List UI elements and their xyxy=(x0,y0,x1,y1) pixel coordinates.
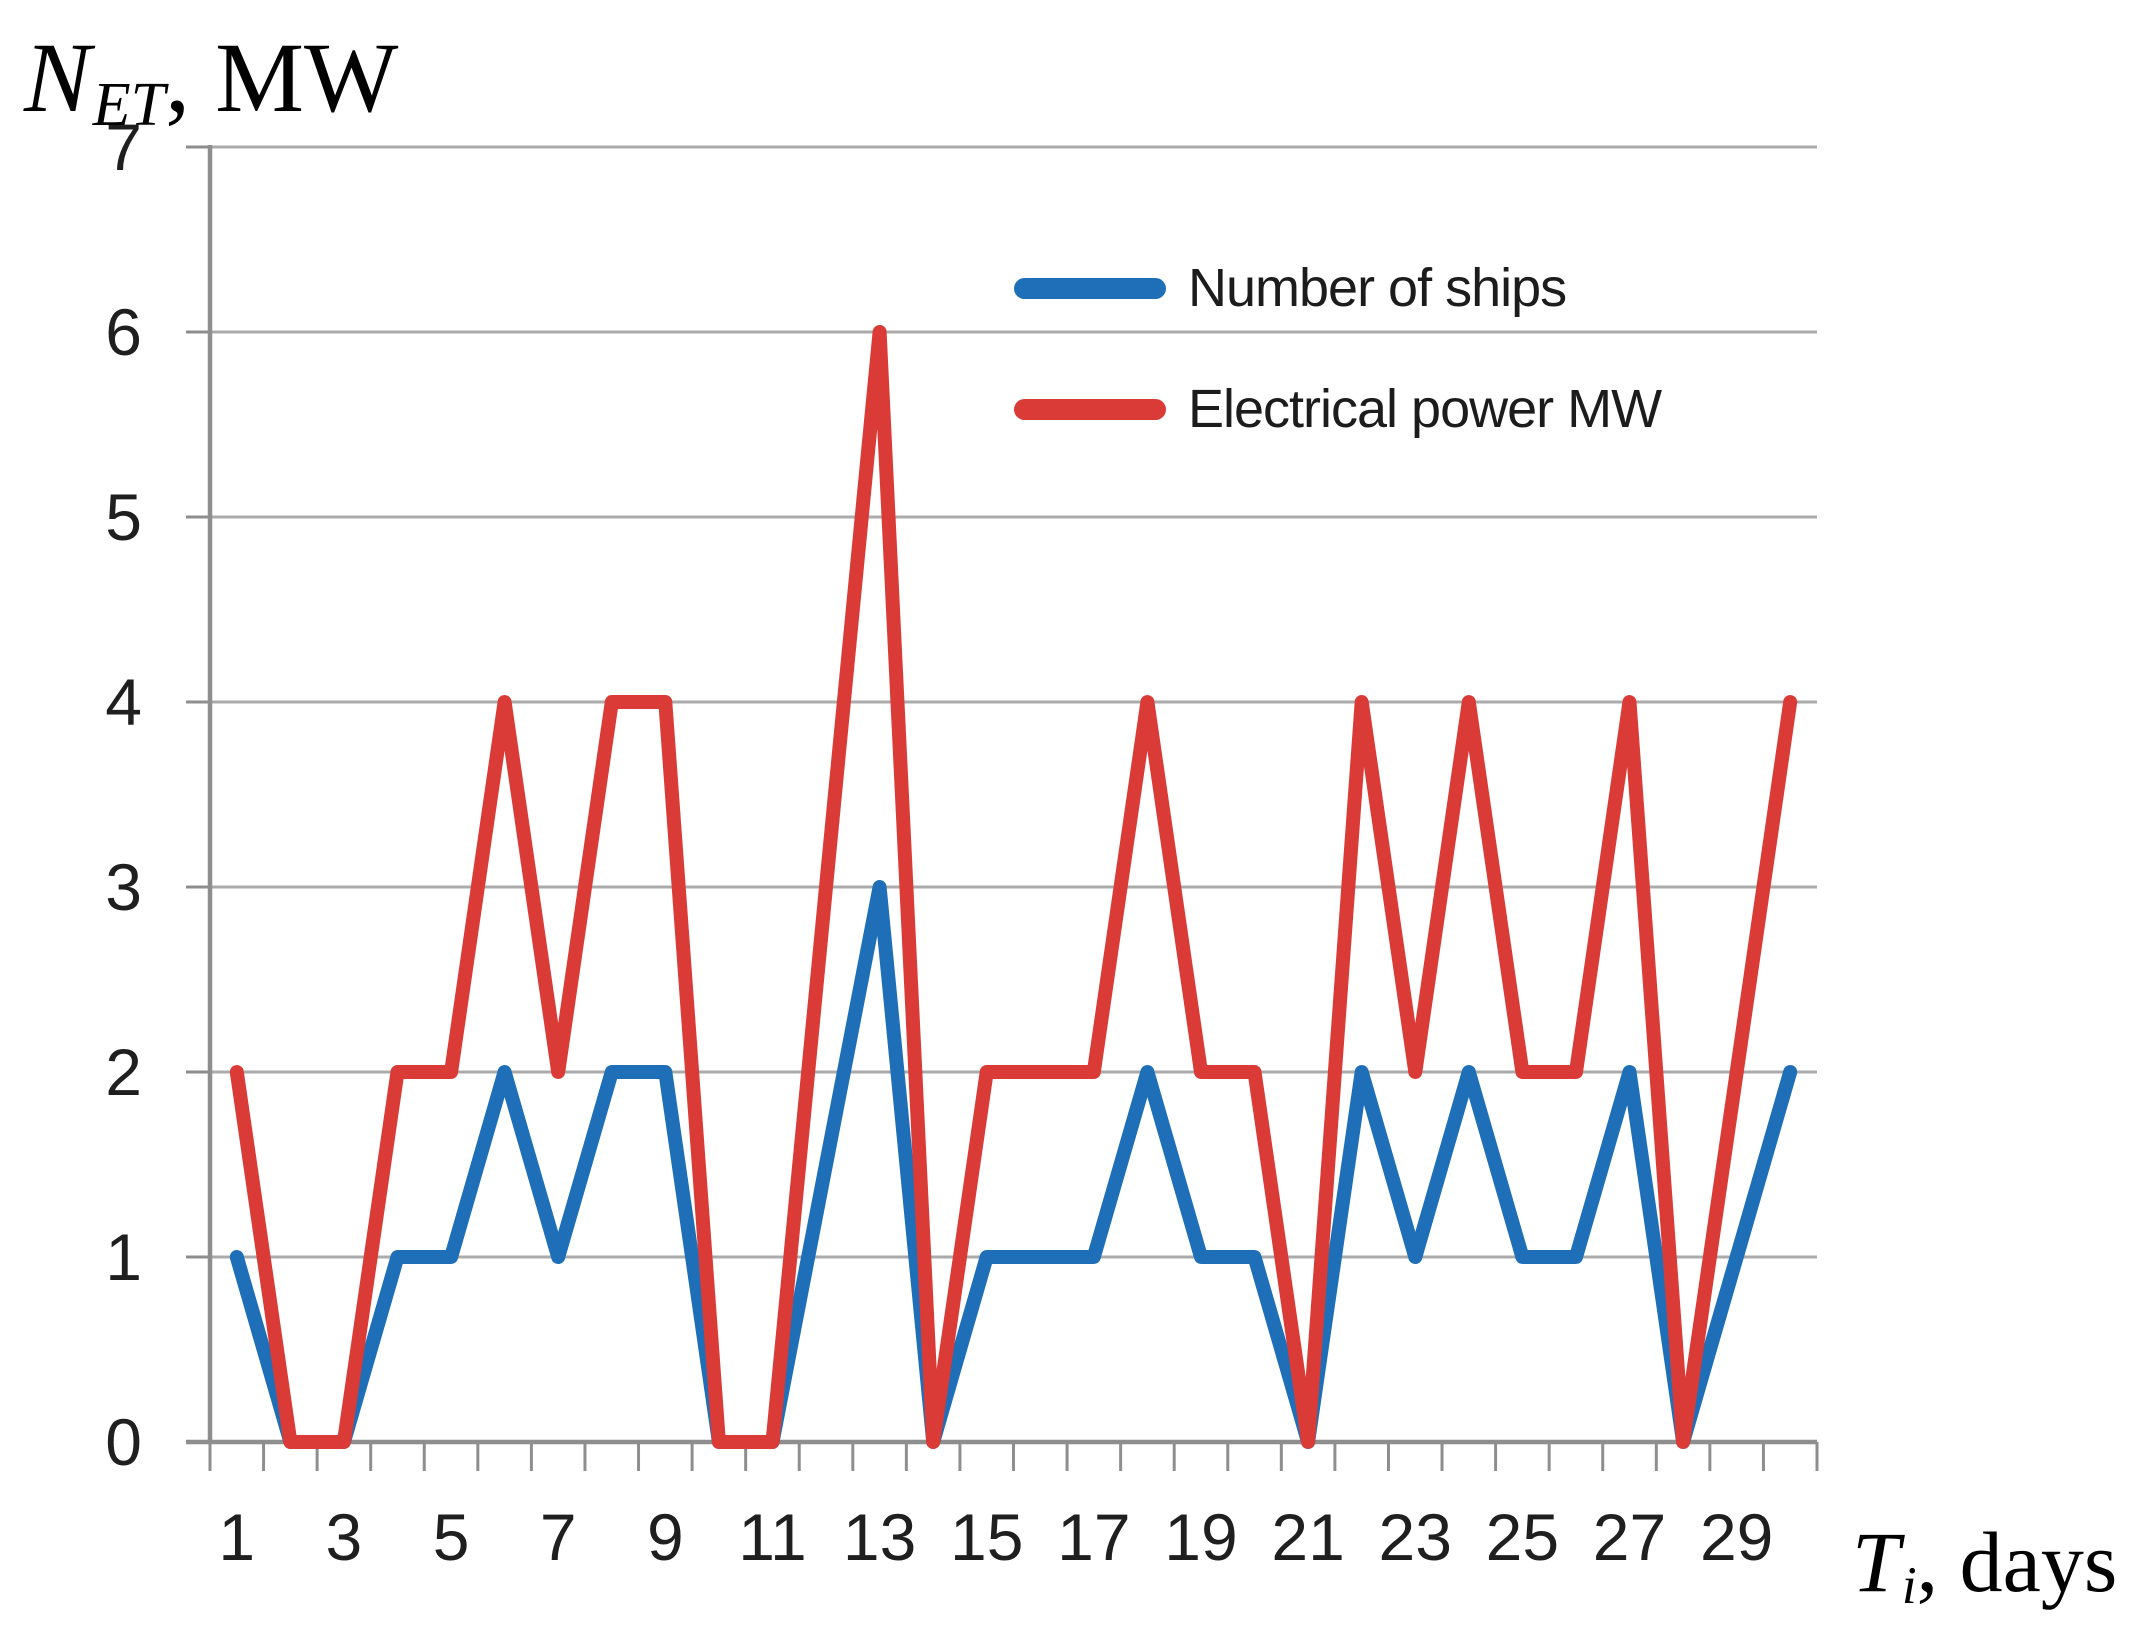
x-tick-label: 5 xyxy=(433,1500,470,1574)
x-tick-label: 17 xyxy=(1057,1500,1130,1574)
x-tick-label: 21 xyxy=(1271,1500,1344,1574)
y-tick-label: 3 xyxy=(105,850,142,924)
y-tick-label: 7 xyxy=(105,110,142,184)
y-axis-unit: , MW xyxy=(165,22,399,133)
y-tick-label: 6 xyxy=(105,295,142,369)
x-axis-variable: T xyxy=(1852,1514,1900,1610)
x-axis-title: Ti, days xyxy=(1852,1512,2117,1616)
y-tick-label: 4 xyxy=(105,665,142,739)
x-tick-label: 1 xyxy=(218,1500,255,1574)
x-tick-label: 9 xyxy=(647,1500,684,1574)
y-axis-subscript: ET xyxy=(92,70,166,139)
x-tick-label: 11 xyxy=(738,1500,807,1574)
series-line-electrical-power-mw xyxy=(229,325,1798,1449)
x-tick-label: 19 xyxy=(1164,1500,1237,1574)
y-tick-label: 1 xyxy=(105,1220,142,1294)
x-tick-label: 3 xyxy=(326,1500,363,1574)
y-tick-label: 2 xyxy=(105,1035,142,1109)
y-tick-label: 5 xyxy=(105,480,142,554)
y-tick-label: 0 xyxy=(105,1405,142,1479)
x-tick-label: 7 xyxy=(540,1500,577,1574)
x-tick-label: 23 xyxy=(1379,1500,1452,1574)
series-line-number-of-ships xyxy=(229,880,1798,1449)
x-tick-label: 29 xyxy=(1700,1500,1773,1574)
y-axis-variable: N xyxy=(24,22,91,133)
y-axis-title: NET, MW xyxy=(24,20,398,141)
x-axis-unit: , days xyxy=(1916,1514,2118,1610)
x-axis-subscript: i xyxy=(1901,1554,1917,1615)
x-tick-label: 15 xyxy=(950,1500,1023,1574)
x-tick-label: 27 xyxy=(1593,1500,1666,1574)
x-tick-label: 25 xyxy=(1486,1500,1559,1574)
x-tick-label: 13 xyxy=(843,1500,916,1574)
